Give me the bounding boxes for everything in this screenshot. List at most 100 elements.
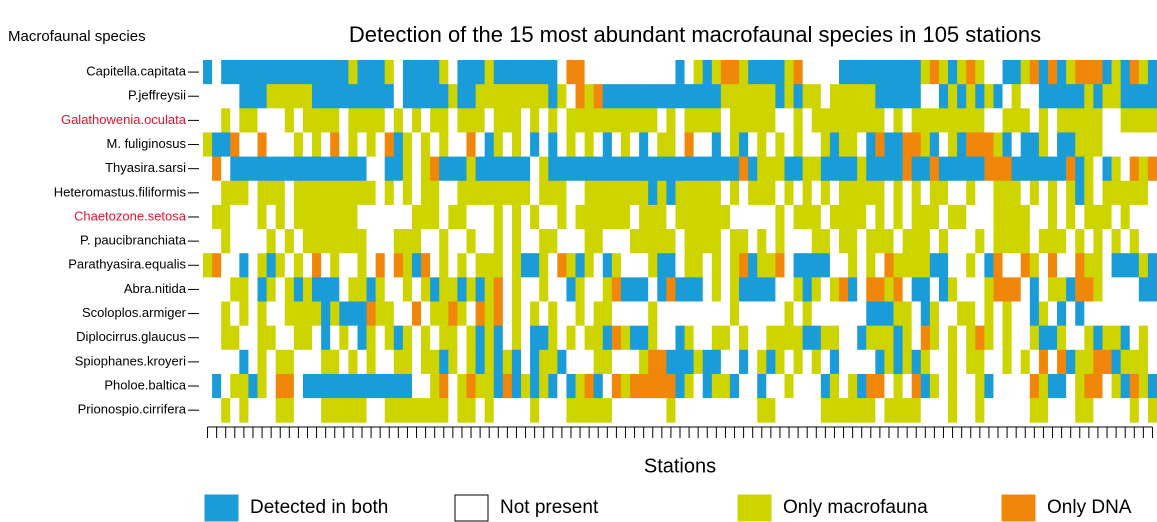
cell [1020,60,1031,85]
cell [748,398,758,423]
cell [839,253,849,278]
y-tick-label: Scoloplos.armiger [82,305,187,320]
cell [257,108,267,133]
cell [639,84,649,109]
cell [511,180,522,206]
cell [430,180,440,206]
cell [875,84,885,109]
cell [1147,229,1157,254]
cell [1120,349,1131,375]
cell [575,253,585,278]
y-tick-label: Spiophanes.kroyeri [75,353,186,368]
cell [657,253,667,278]
cell [411,204,422,230]
cell [1138,373,1149,399]
cell [266,204,277,230]
cell [1002,398,1013,423]
cell [1093,398,1103,423]
cell [884,204,894,230]
cell [466,253,476,278]
cell [330,373,340,399]
cell [820,325,831,351]
cell [339,60,349,85]
cell [566,156,576,182]
cell [1075,253,1085,278]
cell [729,398,740,423]
cell [1120,253,1131,278]
cell [920,180,931,206]
cell [284,301,295,327]
cell [666,60,676,85]
cell [993,398,1003,423]
cell [784,84,794,109]
cell [1057,373,1067,399]
cell [848,325,858,351]
cell [938,253,949,278]
cell [866,277,876,302]
cell [548,301,558,327]
cell [566,108,576,133]
cell [384,229,395,254]
cell [321,229,331,254]
cell [1029,60,1040,85]
cell [284,60,295,85]
cell [357,373,367,399]
cell [312,253,322,278]
cell [766,204,776,230]
cell [875,60,885,85]
cell [593,60,604,85]
cell [1057,84,1067,109]
cell [402,325,413,351]
cell [566,349,576,375]
cell [366,277,377,302]
cell [993,301,1003,327]
cell [739,398,749,423]
cell [366,253,377,278]
cell [902,398,913,423]
cell [357,108,367,133]
cell [711,398,722,423]
cell [1002,60,1013,85]
cell [630,108,640,133]
cell [811,398,822,423]
cell [1029,325,1040,351]
cell [929,156,940,182]
cell [239,398,249,423]
y-tick-label: Diplocirrus.glaucus [76,329,186,344]
cell [1057,349,1067,375]
cell [1147,156,1157,182]
cell [1029,84,1040,109]
cell [284,84,295,109]
cell [330,229,340,254]
cell [275,156,286,182]
cell [457,180,467,206]
y-tick-label: Heteromastus.filiformis [54,184,187,199]
cell [948,277,958,302]
cell [620,398,631,423]
cell [975,301,985,327]
cell [875,180,885,206]
cell [848,204,858,230]
cell [266,84,277,109]
cell [893,229,903,254]
cell [720,180,731,206]
cell [384,84,395,109]
cell [239,180,249,206]
cell [639,301,649,327]
cell [321,204,331,230]
cell [675,204,685,230]
cell [502,398,513,423]
cell [611,349,622,375]
cell [421,301,431,327]
cell [1129,325,1140,351]
cell [530,373,540,399]
cell [748,373,758,399]
cell [884,84,894,109]
cell [729,277,740,302]
cell [748,277,758,302]
cell [266,229,277,254]
cell [693,373,704,399]
cell [475,108,486,133]
cell [1020,349,1031,375]
